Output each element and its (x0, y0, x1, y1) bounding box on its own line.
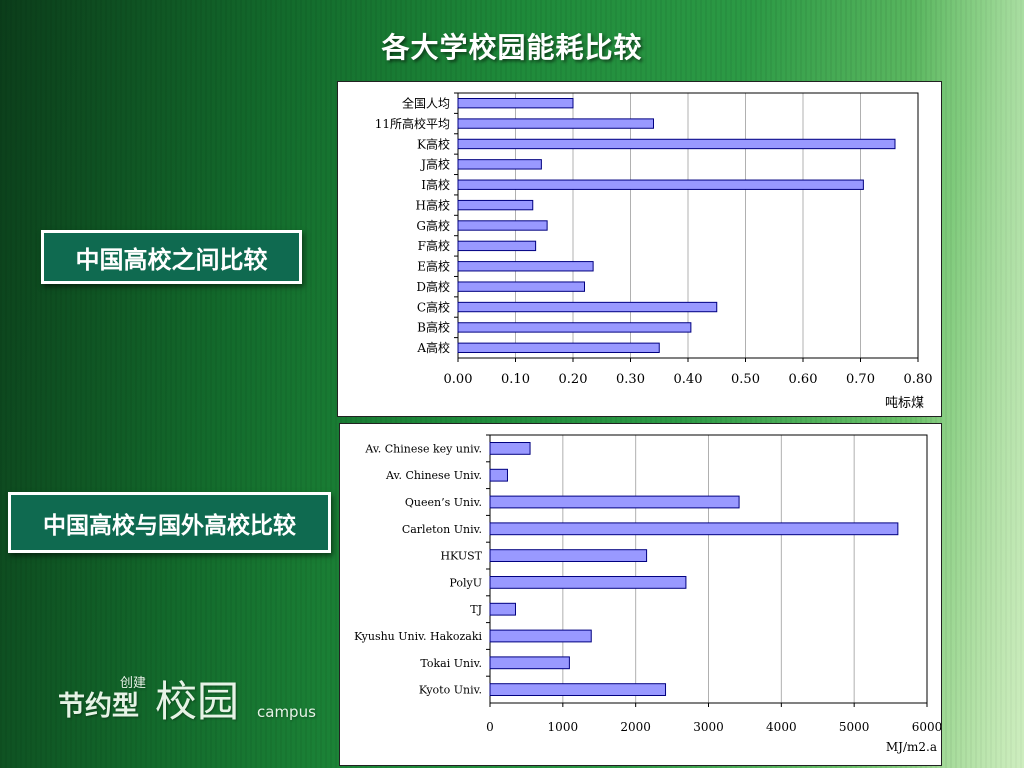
category-label: C高校 (417, 299, 450, 314)
x-tick-label: 0.30 (616, 372, 645, 387)
x-tick-label: 0.80 (904, 372, 933, 387)
category-label: Av. Chinese key univ. (364, 442, 482, 455)
domestic-energy-chart: 全国人均 11所高校平均 K高校 J高校 I高校 H高校 G高校 F高校 E高校 D高校 C高校 B高… (337, 81, 942, 417)
logo-text-small: 创建 (120, 676, 147, 691)
category-label: Kyushu Univ. Hakozaki (354, 630, 482, 643)
international-comparison-label: 中国高校与国外高校比较 (8, 492, 331, 553)
x-axis-label: 吨标煤 (885, 396, 924, 411)
category-label: PolyU (449, 576, 482, 589)
category-label: Tokai Univ. (420, 657, 482, 670)
x-tick-label: 1000 (548, 720, 579, 734)
x-tick-label: 4000 (766, 720, 797, 734)
international-chart-svg: Av. Chinese key univ. Av. Chinese Univ. Qu… (354, 434, 941, 754)
logo-text-main: 节约型 (58, 691, 139, 722)
category-label: B高校 (417, 320, 450, 335)
x-tick-label: 2000 (620, 720, 651, 734)
category-label: K高校 (417, 136, 450, 151)
bar (489, 656, 570, 670)
bar (457, 301, 718, 313)
category-label: H高校 (416, 197, 450, 212)
category-label: I高校 (421, 177, 450, 192)
domestic-comparison-label: 中国高校之间比较 (41, 230, 302, 284)
x-tick-label: 0.50 (731, 372, 760, 387)
bar (457, 159, 542, 170)
x-tick-label: 0 (486, 720, 494, 734)
bar (457, 261, 594, 272)
bar (457, 240, 537, 252)
bar (489, 602, 516, 616)
x-tick-label: 0.70 (846, 372, 875, 387)
bar (489, 549, 648, 562)
bar (489, 683, 667, 696)
bar (489, 442, 531, 455)
category-label: E高校 (417, 259, 450, 274)
bar (457, 322, 692, 333)
bar (457, 98, 574, 109)
slide-title: 各大学校园能耗比较 (381, 31, 643, 64)
category-label: Carleton Univ. (402, 523, 482, 536)
category-label: D高校 (416, 279, 450, 294)
category-label: 11所高校平均 (375, 116, 450, 131)
domestic-chart-svg: 全国人均 11所高校平均 K高校 J高校 I高校 H高校 G高校 F高校 E高校 D高校 C高校 B高… (375, 92, 933, 411)
category-label: Av. Chinese Univ. (385, 469, 482, 482)
x-axis-label: MJ/m2.a (886, 740, 937, 754)
category-label: HKUST (440, 550, 482, 563)
logo-text-big: 校园 (155, 677, 240, 726)
bar (489, 522, 899, 536)
x-tick-label: 0.10 (501, 372, 530, 387)
bar (457, 118, 654, 129)
bar (457, 179, 864, 190)
bar (489, 629, 592, 643)
bar (489, 468, 508, 482)
category-label: Queen’s Univ. (405, 496, 482, 509)
bar (457, 281, 585, 292)
category-label: A高校 (416, 340, 450, 355)
category-label: F高校 (418, 238, 450, 253)
bar (457, 342, 660, 353)
x-tick-label: 0.60 (789, 372, 818, 387)
category-label: TJ (470, 603, 482, 616)
x-tick-label: 6000 (912, 720, 941, 734)
bar (489, 576, 687, 589)
international-energy-chart: Av. Chinese key univ. Av. Chinese Univ. Qu… (339, 423, 942, 766)
bar (457, 220, 548, 231)
category-label: J高校 (419, 157, 450, 172)
x-tick-label: 0.20 (559, 372, 588, 387)
category-label: G高校 (416, 218, 450, 233)
logo-text-english: campus (257, 703, 316, 721)
x-tick-label: 5000 (839, 720, 870, 734)
bar (457, 138, 896, 150)
bar (489, 495, 740, 509)
category-label: 全国人均 (402, 96, 450, 111)
bar (457, 199, 534, 211)
category-label: Kyoto Univ. (419, 684, 482, 697)
x-tick-label: 0.40 (674, 372, 703, 387)
x-tick-label: 3000 (693, 720, 724, 734)
x-tick-label: 0.00 (444, 372, 473, 387)
